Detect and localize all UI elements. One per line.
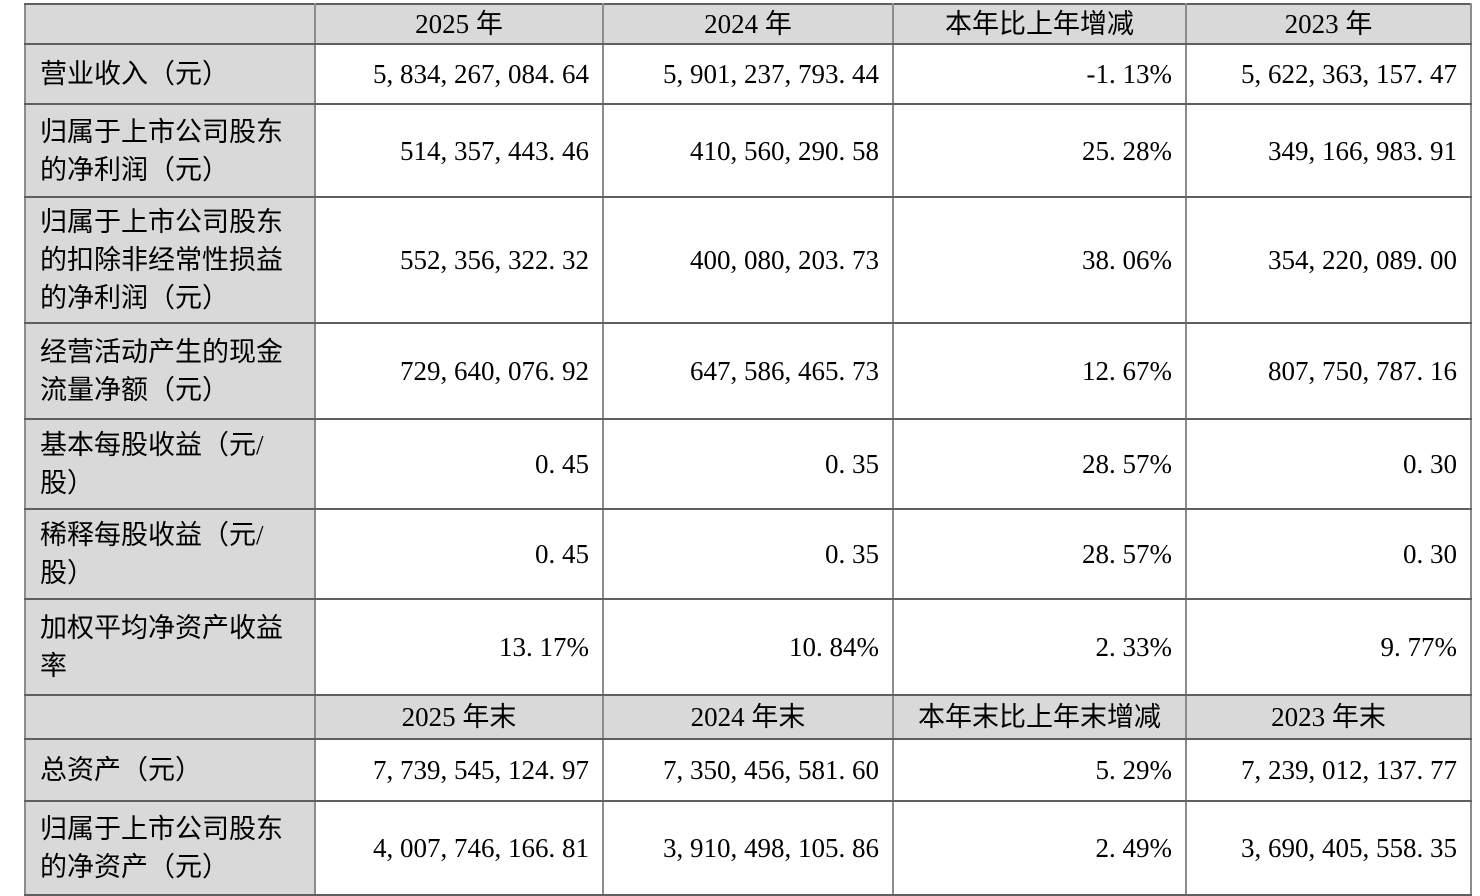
- row-label-deducted-net-profit: 归属于上市公司股东 的扣除非经常性损益 的净利润（元）: [24, 196, 316, 324]
- table-row-weighted-roe: 加权平均净资产收益 率 13. 17% 10. 84% 2. 33% 9. 77…: [24, 598, 1472, 696]
- table-row-net-assets: 归属于上市公司股东 的净资产（元） 4, 007, 746, 166. 81 3…: [24, 800, 1472, 896]
- cell-operating-cash-flow-2024: 647, 586, 465. 73: [602, 322, 894, 420]
- row-label-net-profit: 归属于上市公司股东 的净利润（元）: [24, 103, 316, 198]
- header-2025: 2025 年: [314, 3, 604, 45]
- header-corner-cell: [24, 3, 316, 45]
- header-yoy-change: 本年比上年增减: [892, 3, 1187, 45]
- header-2024-year-end: 2024 年末: [602, 694, 894, 740]
- table-row-total-assets: 总资产（元） 7, 739, 545, 124. 97 7, 350, 456,…: [24, 738, 1472, 802]
- cell-net-assets-change: 2. 49%: [892, 800, 1187, 896]
- cell-net-profit-change: 25. 28%: [892, 103, 1187, 198]
- cell-operating-cash-flow-change: 12. 67%: [892, 322, 1187, 420]
- row-label-total-assets: 总资产（元）: [24, 738, 316, 802]
- row-label-operating-cash-flow: 经营活动产生的现金 流量净额（元）: [24, 322, 316, 420]
- cell-deducted-net-profit-2023: 354, 220, 089. 00: [1185, 196, 1472, 324]
- header-year-end-change: 本年末比上年末增减: [892, 694, 1187, 740]
- table-row-deducted-net-profit: 归属于上市公司股东 的扣除非经常性损益 的净利润（元） 552, 356, 32…: [24, 196, 1472, 324]
- cell-deducted-net-profit-change: 38. 06%: [892, 196, 1187, 324]
- header-2023-year-end: 2023 年末: [1185, 694, 1472, 740]
- table-header-annual: 2025 年 2024 年 本年比上年增减 2023 年: [24, 3, 1472, 45]
- cell-revenue-2023: 5, 622, 363, 157. 47: [1185, 43, 1472, 105]
- cell-revenue-2025: 5, 834, 267, 084. 64: [314, 43, 604, 105]
- cell-net-assets-2024: 3, 910, 498, 105. 86: [602, 800, 894, 896]
- table-row-diluted-eps: 稀释每股收益（元/ 股） 0. 45 0. 35 28. 57% 0. 30: [24, 508, 1472, 600]
- cell-weighted-roe-2024: 10. 84%: [602, 598, 894, 696]
- cell-diluted-eps-2025: 0. 45: [314, 508, 604, 600]
- cell-deducted-net-profit-2025: 552, 356, 322. 32: [314, 196, 604, 324]
- cell-diluted-eps-2023: 0. 30: [1185, 508, 1472, 600]
- row-label-weighted-roe: 加权平均净资产收益 率: [24, 598, 316, 696]
- cell-weighted-roe-change: 2. 33%: [892, 598, 1187, 696]
- table-row-operating-cash-flow: 经营活动产生的现金 流量净额（元） 729, 640, 076. 92 647,…: [24, 322, 1472, 420]
- cell-total-assets-change: 5. 29%: [892, 738, 1187, 802]
- cell-diluted-eps-change: 28. 57%: [892, 508, 1187, 600]
- cell-revenue-change: -1. 13%: [892, 43, 1187, 105]
- cell-revenue-2024: 5, 901, 237, 793. 44: [602, 43, 894, 105]
- cell-basic-eps-2025: 0. 45: [314, 418, 604, 510]
- cell-deducted-net-profit-2024: 400, 080, 203. 73: [602, 196, 894, 324]
- cell-net-profit-2024: 410, 560, 290. 58: [602, 103, 894, 198]
- cell-total-assets-2025: 7, 739, 545, 124. 97: [314, 738, 604, 802]
- table-row-revenue: 营业收入（元） 5, 834, 267, 084. 64 5, 901, 237…: [24, 43, 1472, 105]
- cell-net-profit-2023: 349, 166, 983. 91: [1185, 103, 1472, 198]
- cell-basic-eps-2023: 0. 30: [1185, 418, 1472, 510]
- cell-weighted-roe-2023: 9. 77%: [1185, 598, 1472, 696]
- row-label-net-assets: 归属于上市公司股东 的净资产（元）: [24, 800, 316, 896]
- cell-basic-eps-change: 28. 57%: [892, 418, 1187, 510]
- table-row-basic-eps: 基本每股收益（元/ 股） 0. 45 0. 35 28. 57% 0. 30: [24, 418, 1472, 510]
- financial-summary-table: 2025 年 2024 年 本年比上年增减 2023 年 营业收入（元） 5, …: [24, 3, 1472, 896]
- table-row-net-profit: 归属于上市公司股东 的净利润（元） 514, 357, 443. 46 410,…: [24, 103, 1472, 198]
- cell-total-assets-2023: 7, 239, 012, 137. 77: [1185, 738, 1472, 802]
- row-label-revenue: 营业收入（元）: [24, 43, 316, 105]
- cell-weighted-roe-2025: 13. 17%: [314, 598, 604, 696]
- header-2023: 2023 年: [1185, 3, 1472, 45]
- cell-operating-cash-flow-2023: 807, 750, 787. 16: [1185, 322, 1472, 420]
- cell-operating-cash-flow-2025: 729, 640, 076. 92: [314, 322, 604, 420]
- row-label-diluted-eps: 稀释每股收益（元/ 股）: [24, 508, 316, 600]
- cell-total-assets-2024: 7, 350, 456, 581. 60: [602, 738, 894, 802]
- cell-net-profit-2025: 514, 357, 443. 46: [314, 103, 604, 198]
- header2-corner-cell: [24, 694, 316, 740]
- header-2024: 2024 年: [602, 3, 894, 45]
- table-header-year-end: 2025 年末 2024 年末 本年末比上年末增减 2023 年末: [24, 694, 1472, 740]
- cell-basic-eps-2024: 0. 35: [602, 418, 894, 510]
- header-2025-year-end: 2025 年末: [314, 694, 604, 740]
- row-label-basic-eps: 基本每股收益（元/ 股）: [24, 418, 316, 510]
- cell-diluted-eps-2024: 0. 35: [602, 508, 894, 600]
- cell-net-assets-2025: 4, 007, 746, 166. 81: [314, 800, 604, 896]
- cell-net-assets-2023: 3, 690, 405, 558. 35: [1185, 800, 1472, 896]
